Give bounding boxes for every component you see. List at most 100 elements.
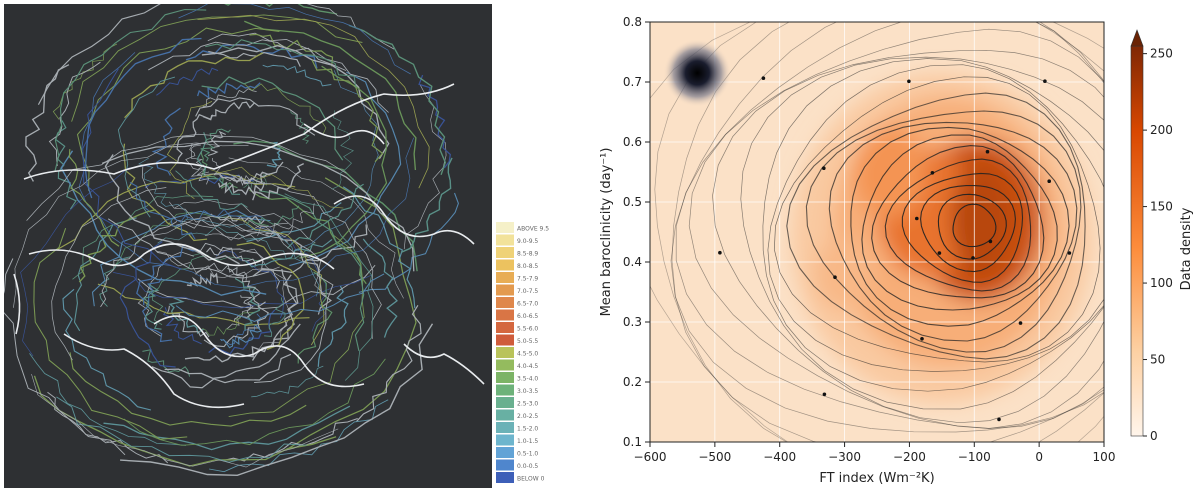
storm-track (207, 130, 226, 157)
density-plot-canvas: −600 −500 −400 −300 −200 −100 0 100 0.1 0.2 0.3 0.4… (599, 15, 1194, 486)
streamline-arrow (915, 216, 919, 221)
storm-track (342, 186, 416, 309)
storm-track (262, 64, 332, 87)
map-legend: ABOVE 9.5 9.0-9.5 8.5-8.9 8.0-8.5 7.5-7.9 7.0… (494, 218, 554, 488)
storm-track (252, 224, 368, 277)
legend-label: 1.5-2.0 (517, 426, 538, 433)
storm-track (197, 14, 430, 189)
streamline (670, 22, 1104, 433)
legend-swatch (496, 347, 514, 358)
x-tick-label: −600 (634, 450, 667, 464)
x-tick-label: 0 (1035, 450, 1043, 464)
storm-track (217, 181, 265, 196)
legend-swatch (496, 359, 514, 371)
storm-track (141, 166, 280, 240)
legend-label: 9.0-9.5 (517, 238, 538, 245)
storm-track (230, 161, 284, 182)
streamline (850, 126, 1070, 327)
storm-track (297, 271, 333, 364)
storm-track (185, 143, 210, 185)
density-plot: −600 −500 −400 −300 −200 −100 0 100 0.1 0.2 0.3 0.4… (590, 4, 1196, 488)
plot-frame (649, 21, 1105, 443)
legend-label: 6.0-6.5 (517, 313, 538, 320)
streamline (952, 203, 997, 248)
y-tick-label: 0.2 (623, 375, 642, 389)
colorbar-tick-label: 200 (1150, 123, 1173, 137)
storm-track (37, 0, 186, 105)
storm-track (200, 151, 238, 190)
storm-track (78, 209, 156, 283)
colorbar-tick-label: 50 (1150, 353, 1165, 367)
storm-track (156, 250, 280, 278)
storm-track (175, 273, 385, 323)
storm-track (13, 142, 249, 308)
storm-track (317, 285, 349, 367)
storm-track (185, 43, 318, 69)
storm-track (82, 68, 182, 270)
storm-track (120, 323, 434, 477)
storm-track (244, 238, 333, 268)
storm-track (244, 20, 417, 171)
storm-track (205, 39, 357, 88)
streamline-arrow (988, 239, 993, 244)
storm-track (119, 241, 176, 368)
streamline (740, 56, 1104, 410)
streamline-arrow (930, 171, 935, 175)
streamline (861, 134, 1058, 311)
storm-track (201, 44, 390, 160)
coastline (333, 195, 475, 245)
storm-track (244, 83, 327, 136)
storm-track (233, 295, 252, 322)
x-tick-label: −200 (893, 450, 926, 464)
streamline-arrow (907, 79, 911, 84)
storm-track (73, 217, 137, 332)
legend-swatch (496, 422, 514, 433)
legend-label: 7.0-7.5 (517, 288, 538, 295)
storm-track (71, 14, 363, 122)
storm-track (190, 144, 210, 176)
streamline-arrow (937, 251, 942, 255)
storm-track (168, 201, 289, 232)
streamline-arrow (822, 392, 827, 397)
legend-swatch (496, 247, 514, 258)
storm-track (173, 199, 316, 244)
storm-track (29, 353, 187, 446)
coastline (63, 333, 245, 409)
storm-track (151, 254, 209, 326)
storm-track (400, 157, 453, 254)
map-legend-scale: ABOVE 9.5 9.0-9.5 8.5-8.9 8.0-8.5 7.5-7.9 7.0… (496, 222, 549, 483)
legend-swatch (496, 309, 514, 321)
legend-swatch (496, 459, 514, 471)
storm-track (97, 283, 310, 326)
streamline-arrow (997, 417, 1001, 422)
storm-track (203, 172, 382, 339)
storm-track (48, 61, 101, 167)
legend-label: 2.5-3.0 (517, 401, 538, 408)
legend-swatch (496, 372, 514, 383)
streamline (786, 92, 1086, 360)
storm-track (76, 27, 280, 191)
streamline (762, 58, 1104, 392)
storm-track (226, 287, 256, 330)
legend-label: 3.0-3.5 (517, 388, 538, 395)
legend-swatch (496, 234, 514, 246)
y-tick-label: 0.1 (623, 435, 642, 449)
legend-label: 8.0-8.5 (517, 263, 538, 270)
legend-swatch (496, 384, 514, 396)
coastline (23, 83, 455, 180)
storm-track (206, 246, 257, 267)
storm-track (168, 137, 415, 288)
storm-track (33, 228, 188, 440)
storm-track (220, 324, 263, 349)
storm-track (136, 245, 200, 306)
storm-track (258, 190, 365, 352)
storm-track (348, 24, 447, 176)
storm-track (20, 164, 150, 357)
storm-track (164, 323, 301, 380)
streamline-arrow (971, 256, 975, 260)
storm-track (91, 209, 271, 307)
storm-track (84, 37, 202, 199)
coastline (403, 343, 485, 385)
storm-track-map-canvas (0, 0, 492, 488)
streamline-arrow (761, 76, 766, 80)
